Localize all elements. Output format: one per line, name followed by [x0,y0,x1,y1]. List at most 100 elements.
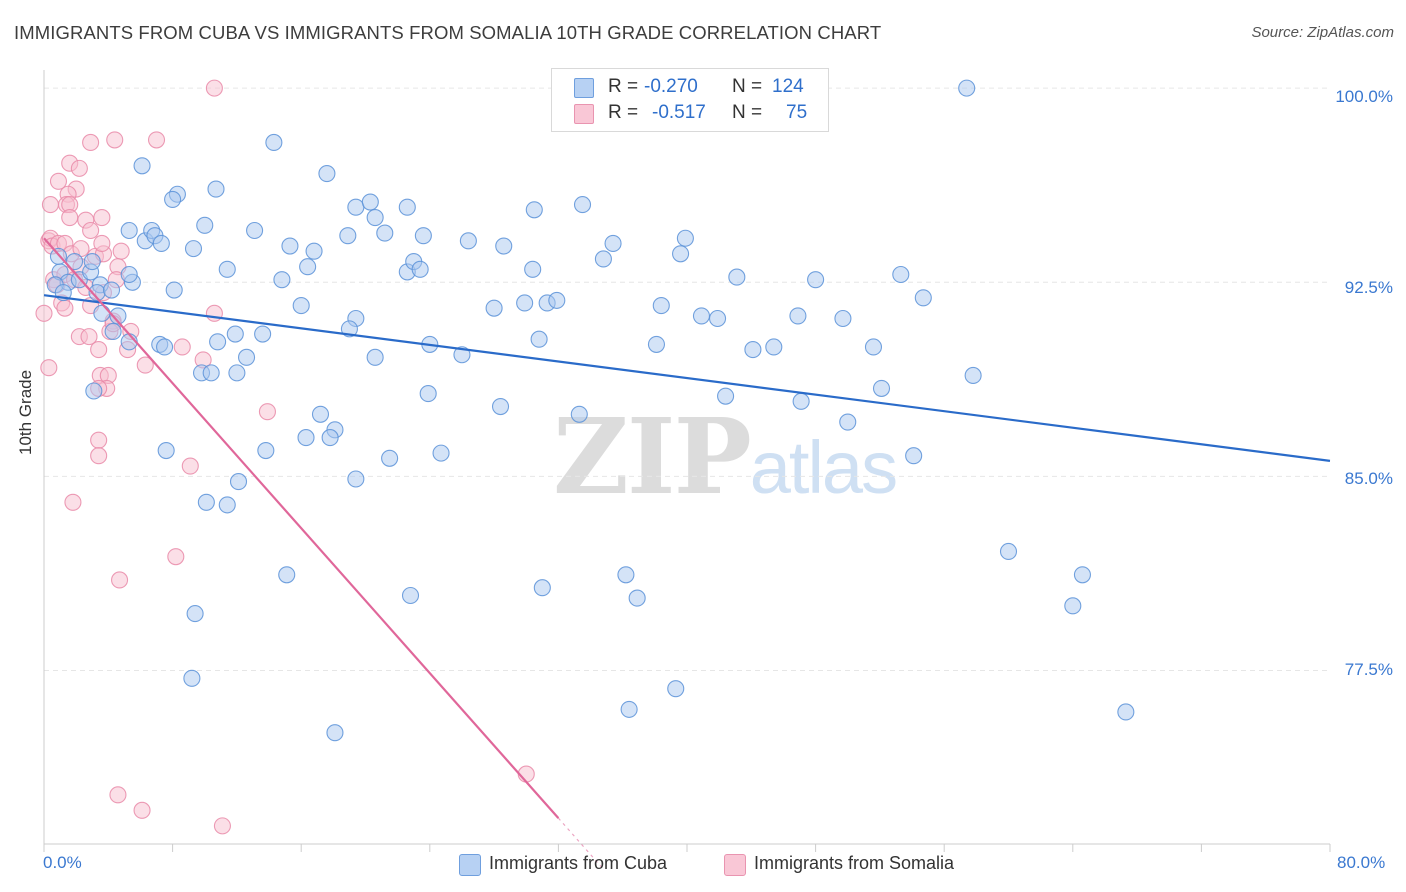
cuba-point-31 [196,216,214,234]
cuba-point-7 [347,198,365,216]
somalia-point-2 [82,133,100,152]
cuba-point-92 [419,385,437,403]
cuba-point-76 [254,325,272,343]
y-tick-85: 85.0% [1344,469,1393,488]
cuba-point-56 [292,297,310,315]
somalia-point-47 [173,338,191,356]
cuba-point-30 [184,240,203,258]
cuba-point-73 [156,338,174,356]
cuba-point-74 [209,333,227,351]
cuba-point-18 [83,253,101,271]
somalia-point-61 [64,493,82,511]
cuba-point-8 [361,193,379,211]
cuba-point-33 [281,237,299,255]
cuba-point-96 [872,379,891,397]
cuba-point-6 [207,180,225,198]
cuba-point-88 [765,338,783,356]
somalia-point-65 [133,801,151,819]
somalia-n-label: N = [732,102,763,123]
x-tick-min: 0.0% [43,853,82,872]
cuba-point-110 [347,470,365,488]
zipatlas-watermark: ZIPatlas [553,395,898,518]
somalia-points [35,79,535,835]
cuba-point-97 [964,366,982,385]
cuba-point-0 [958,79,976,97]
axes [43,70,1331,852]
cuba-point-66 [728,268,746,286]
cuba-point-86 [647,335,666,353]
somalia-point-64 [109,786,127,804]
somalia-point-63 [111,571,129,589]
cuba-point-1 [265,133,283,152]
cuba-point-34 [299,258,317,276]
cuba-n-label: N = [732,76,763,97]
cuba-point-124 [667,680,685,698]
cuba-point-105 [297,429,315,447]
y-tick-77-5: 77.5% [1344,660,1393,679]
cuba-point-112 [218,496,236,514]
cuba-point-104 [257,441,275,460]
cuba-point-11 [525,201,543,219]
cuba-point-46 [604,234,622,252]
cuba-point-2 [133,157,151,175]
y-axis-label: 10th Grade [16,369,35,455]
cuba-point-90 [85,382,103,400]
cuba-point-59 [485,299,503,317]
somalia-point-43 [80,328,98,346]
cuba-point-71 [914,289,932,307]
cuba-point-65 [708,309,727,328]
cuba-point-5 [164,190,182,208]
cuba-point-89 [864,338,883,356]
somalia-point-58 [90,431,108,449]
bottom-cuba-label: Immigrants from Cuba [489,853,668,873]
cuba-point-24 [120,265,138,284]
cuba-point-75 [226,325,244,343]
cuba-point-87 [744,341,762,359]
cuba-point-25 [120,221,138,240]
cuba-n-value: 124 [772,76,804,97]
cuba-point-55 [109,307,127,325]
cuba-point-84 [453,346,471,364]
cuba-point-48 [676,229,694,247]
cuba-point-49 [218,260,236,278]
cuba-point-117 [628,589,646,607]
y-tick-100: 100.0% [1335,87,1393,106]
cuba-r-label: R = [608,76,639,97]
somalia-point-15 [82,221,100,240]
cuba-point-93 [491,397,510,416]
somalia-n-value: 75 [786,102,808,123]
cuba-point-115 [533,579,551,597]
somalia-point-66 [213,817,231,835]
cuba-point-100 [321,429,339,447]
somalia-point-25 [93,234,111,252]
stats-legend: R = -0.270 N = 124 R = -0.517 N = 75 [551,68,829,132]
cuba-swatch [574,78,594,98]
somalia-point-3 [147,131,166,149]
cuba-point-62 [548,291,566,309]
somalia-point-48 [90,341,108,359]
cuba-point-101 [570,405,588,423]
cuba-point-77 [104,322,122,341]
cuba-point-64 [692,307,711,325]
cuba-point-111 [197,493,215,511]
cuba-point-45 [594,250,612,268]
cuba-point-107 [432,444,450,462]
cuba-point-70 [892,265,910,284]
somalia-point-51 [136,356,154,374]
cuba-point-63 [652,297,670,315]
cuba-point-109 [229,473,248,491]
cuba-r-value: -0.270 [644,76,698,97]
cuba-point-35 [305,242,323,260]
cuba-point-82 [366,348,384,366]
cuba-point-102 [839,413,857,431]
cuba-point-91 [228,364,246,382]
cuba-trend-line [43,294,1331,462]
cuba-point-80 [202,364,220,382]
chart-title: IMMIGRANTS FROM CUBA VS IMMIGRANTS FROM … [14,22,882,43]
cuba-points [46,79,1135,742]
cuba-point-123 [620,700,638,718]
cuba-point-9 [366,209,384,227]
somalia-point-37 [56,299,74,317]
bottom-somalia-label: Immigrants from Somalia [754,853,955,873]
cuba-point-10 [398,198,416,216]
